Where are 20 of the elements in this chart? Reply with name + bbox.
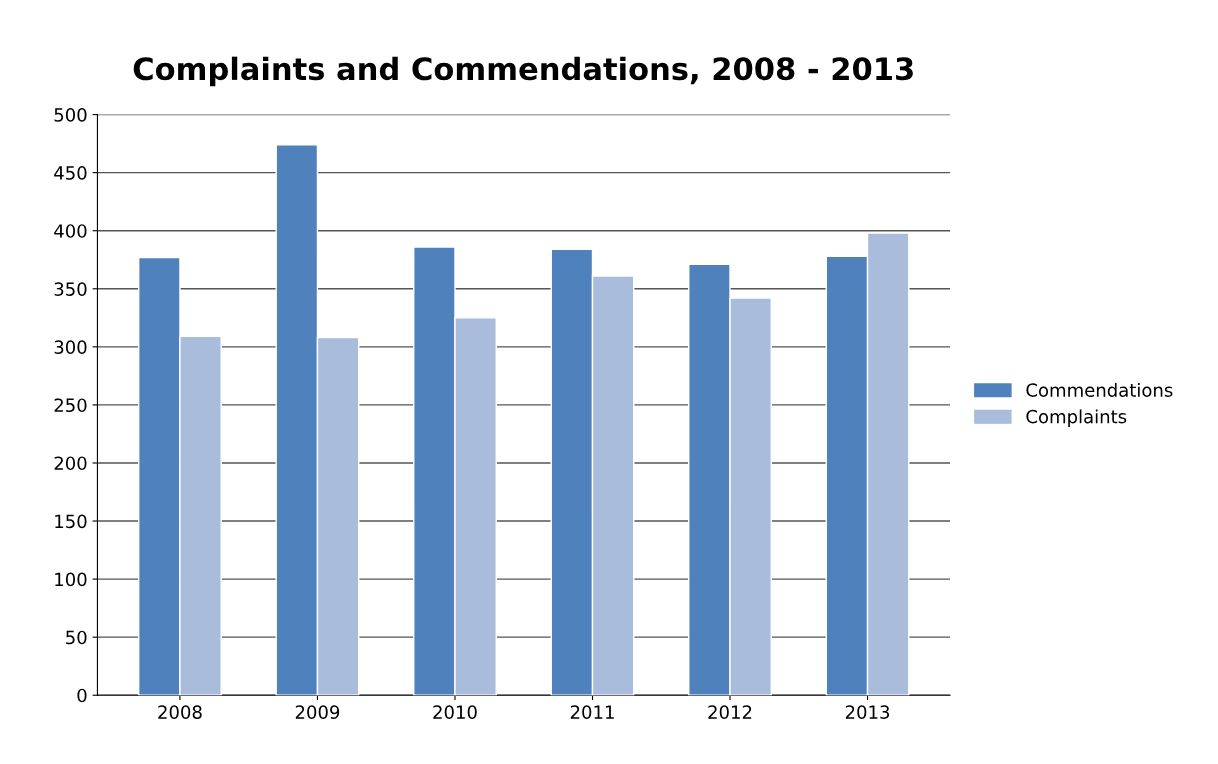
x-tick-label: 2008 [158, 705, 202, 719]
x-tick-label: 2011 [570, 705, 614, 719]
y-tick-label: 400 [54, 224, 87, 238]
y-tick-label: 50 [66, 630, 87, 645]
legend-label: Commendations [1026, 382, 1173, 397]
y-tick-label: 450 [54, 166, 87, 180]
y-tick-label: 250 [54, 398, 87, 413]
y-tick-label: 100 [55, 572, 87, 587]
y-tick-label: 500 [54, 108, 87, 122]
y-tick-label: 350 [54, 282, 87, 296]
x-tick-label: 2013 [845, 705, 890, 719]
y-tick-label: 0 [77, 688, 87, 703]
y-tick-label: 300 [54, 340, 87, 354]
x-tick-label: 2010 [433, 705, 477, 719]
y-tick-label: 150 [55, 514, 87, 529]
x-tick-label: 2009 [295, 705, 340, 719]
chart-title: Complaints and Commendations, 2008 - 2013 [133, 56, 913, 87]
legend-label: Complaints [1026, 409, 1127, 427]
y-tick-label: 200 [54, 456, 87, 471]
x-tick-label: 2012 [708, 705, 752, 719]
